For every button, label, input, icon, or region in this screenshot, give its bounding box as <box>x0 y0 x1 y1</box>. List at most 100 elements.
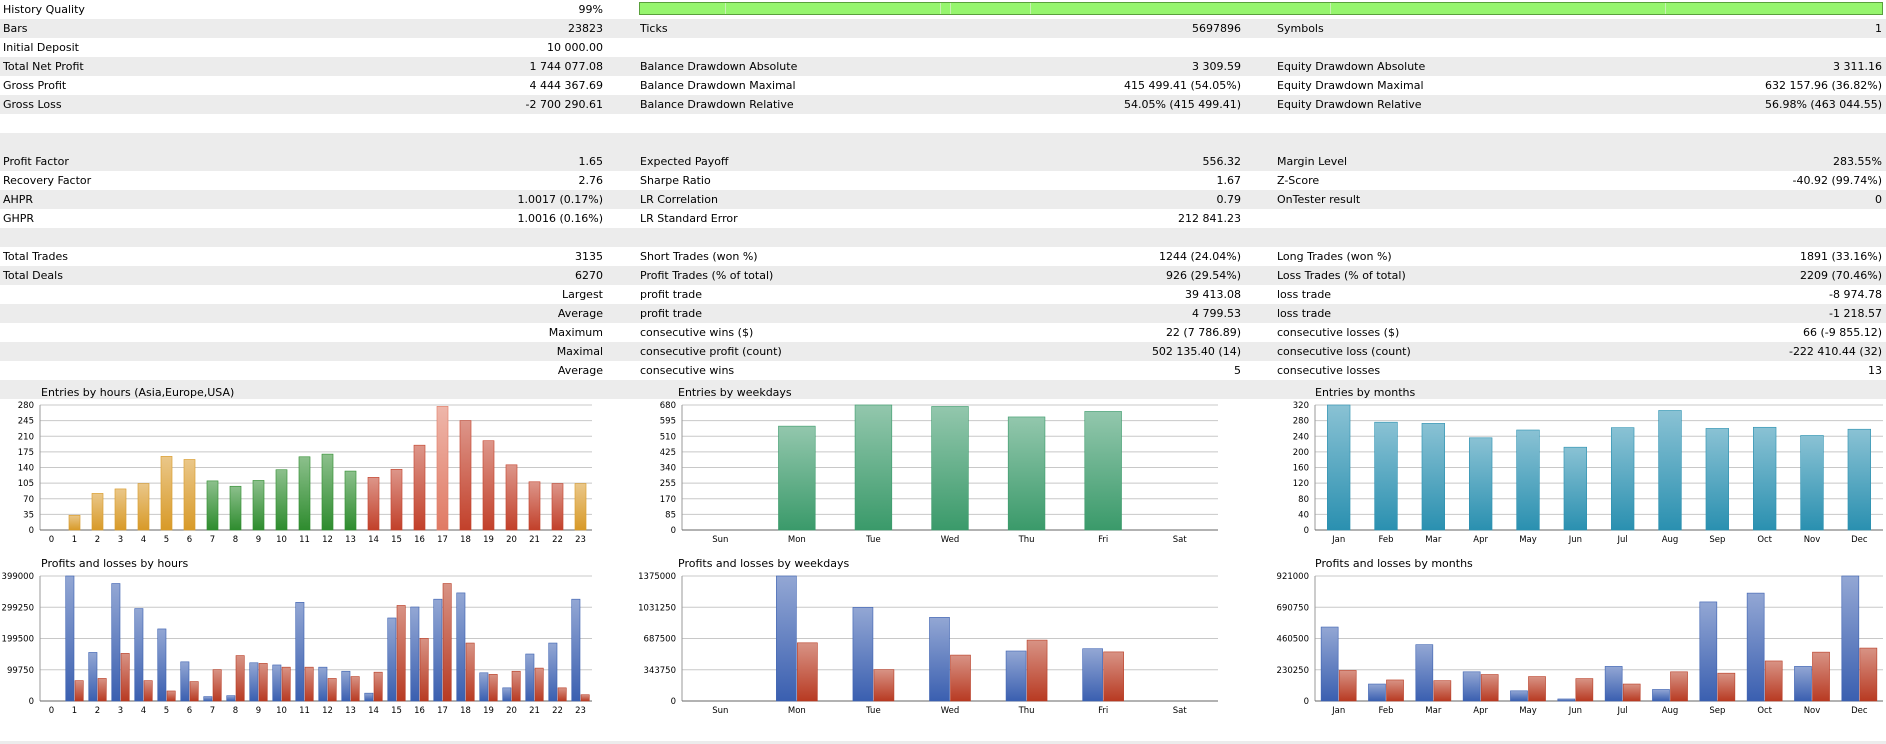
chart-title: Entries by weekdays <box>678 386 792 399</box>
bar-loss <box>580 694 590 702</box>
x-tick-label: Sep <box>1709 706 1725 716</box>
bar <box>1563 446 1587 531</box>
bar <box>1516 429 1540 531</box>
y-tick-label: 170 <box>660 495 676 505</box>
bar-loss <box>1026 639 1048 702</box>
metric-value: Average <box>557 307 603 320</box>
bar <box>275 469 288 531</box>
summary-table: Bars 23823 Ticks 5697896 Symbols 1 Initial Dep… <box>0 19 1886 399</box>
metric-label <box>3 133 303 152</box>
x-tick-label: 6 <box>187 535 192 545</box>
x-tick-label: 6 <box>187 706 192 716</box>
profits-losses-by-hours-chart: Profits and losses by hours 0 99750 199500… <box>0 557 600 722</box>
bar-profit <box>1082 648 1103 702</box>
metric-label: profit trade <box>640 288 703 301</box>
bar-profit <box>1462 671 1481 702</box>
bar-loss <box>511 670 521 702</box>
bar-loss <box>120 653 130 702</box>
bar-loss <box>350 676 360 702</box>
metric-value: 1 744 077.08 <box>529 60 603 73</box>
summary-row: GHPR 1.0016 (0.16%) LR Standard Error 212 8… <box>0 209 1886 228</box>
metric-value: 1.67 <box>1216 174 1242 187</box>
bar <box>183 459 196 531</box>
bar-loss <box>327 678 337 702</box>
bar-loss <box>488 674 498 702</box>
bar-loss <box>143 680 153 702</box>
bar-profit <box>226 695 236 702</box>
bar-profit <box>776 575 797 702</box>
metric-label <box>3 304 303 323</box>
y-tick-label: 140 <box>18 464 34 474</box>
x-tick-label: Oct <box>1757 706 1772 716</box>
metric-label: Expected Payoff <box>640 155 729 168</box>
metric-label: Margin Level <box>1277 155 1348 168</box>
bar <box>367 477 380 531</box>
metric-value <box>300 228 603 247</box>
spacer-row <box>0 228 1886 247</box>
metric-label: Bars <box>3 22 28 35</box>
summary-row: Total Trades 3135 Short Trades (won %) 1244… <box>0 247 1886 266</box>
bar <box>436 406 449 531</box>
x-tick-label: 14 <box>368 706 379 716</box>
metric-value: 1244 (24.04%) <box>1158 250 1241 263</box>
bar <box>528 481 541 531</box>
quality-bar-tick <box>1665 3 1666 14</box>
metric-value: 0.79 <box>1216 193 1242 206</box>
bar-loss <box>1480 674 1499 702</box>
bar-profit <box>410 606 420 702</box>
bar-loss <box>873 669 895 702</box>
bar-loss <box>465 642 475 702</box>
metric-value <box>900 114 1241 133</box>
y-tick-label: 240 <box>1293 432 1309 442</box>
y-tick-label: 680 <box>660 401 676 411</box>
bar-profit <box>364 692 374 702</box>
metric-value: 4 799.53 <box>1192 307 1241 320</box>
metric-value: -2 700 290.61 <box>525 98 603 111</box>
x-tick-label: Mon <box>788 535 806 545</box>
metric-value <box>900 38 1241 57</box>
x-tick-label: 12 <box>322 706 333 716</box>
y-tick-label: 210 <box>18 432 34 442</box>
summary-row: Average profit trade 4 799.53 loss trade -1 … <box>0 304 1886 323</box>
y-tick-label: 280 <box>18 401 34 411</box>
x-tick-label: 19 <box>483 535 494 545</box>
bar <box>1007 416 1046 531</box>
bar <box>1374 421 1398 531</box>
x-tick-label: May <box>1519 535 1537 545</box>
metric-label: consecutive profit (count) <box>640 345 782 358</box>
y-tick-label: 40 <box>1298 510 1309 520</box>
metric-value: 3 309.59 <box>1192 60 1241 73</box>
spacer-row <box>0 114 1886 133</box>
metric-label <box>3 228 303 247</box>
bar <box>574 483 587 531</box>
y-tick-label: 230250 <box>1277 666 1309 676</box>
bar-profit <box>571 598 581 702</box>
x-tick-label: 8 <box>233 706 238 716</box>
y-tick-label: 0 <box>1304 526 1309 536</box>
bar-loss <box>212 669 222 702</box>
bar-loss <box>304 666 314 702</box>
metric-label: Sharpe Ratio <box>640 174 711 187</box>
y-tick-label: 0 <box>1304 697 1309 707</box>
x-tick-label: 17 <box>437 706 448 716</box>
y-tick-label: 0 <box>671 526 676 536</box>
metric-label: consecutive losses ($) <box>1277 326 1400 339</box>
bar-profit <box>548 642 558 702</box>
metric-label: consecutive wins ($) <box>640 326 754 339</box>
x-tick-label: 14 <box>368 535 379 545</box>
bar-profit <box>456 592 466 702</box>
bar <box>1327 404 1351 531</box>
x-tick-label: Dec <box>1851 535 1868 545</box>
bar-profit <box>1604 666 1623 702</box>
bar-profit <box>1005 650 1027 702</box>
metric-value <box>1480 228 1882 247</box>
metric-label: Total Net Profit <box>3 60 84 73</box>
metric-label: Gross Profit <box>3 79 67 92</box>
summary-row: Largest profit trade 39 413.08 loss trade -8… <box>0 285 1886 304</box>
x-tick-label: 20 <box>506 706 517 716</box>
metric-value: 556.32 <box>1202 155 1242 168</box>
metric-value: 4 444 367.69 <box>529 79 603 92</box>
bar-profit <box>1746 592 1765 702</box>
x-tick-label: 19 <box>483 706 494 716</box>
